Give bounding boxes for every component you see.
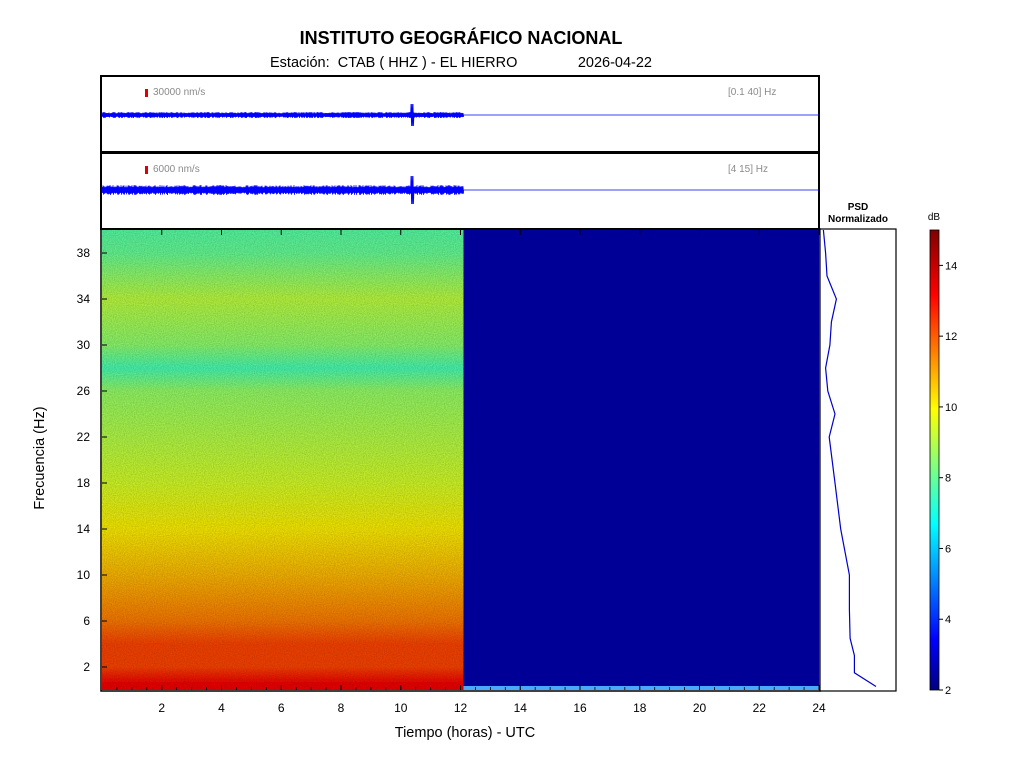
x-axis-label: Tiempo (horas) - UTC [394,725,536,741]
y-tick-label: 14 [77,522,91,536]
psd-title: PSD Normalizado [827,202,888,225]
colorbar-tick-label: 2 [945,685,951,697]
x-tick-label: 2 [158,701,165,715]
band-label-2: [4 15] Hz [728,164,769,175]
waveform-traces [101,103,819,205]
scale-label-1: 30000 nm/s [153,87,206,98]
y-tick-label: 2 [83,660,90,674]
spectrogram-data-region [102,230,464,690]
station-subtitle: Estación: CTAB ( HHZ ) - EL HIERRO 2026-… [0,55,922,71]
y-tick-label: 30 [77,338,91,352]
station-name: CTAB ( HHZ ) - EL HIERRO [337,55,518,71]
y-tick-label: 22 [77,430,91,444]
y-tick-label: 34 [77,292,91,306]
x-tick-label: 8 [338,701,345,715]
colorbar [929,229,940,691]
y-tick-label: 38 [77,246,91,260]
x-tick-label: 18 [633,701,647,715]
x-tick-label: 4 [218,701,225,715]
waveform-trace-broadband [101,103,819,127]
y-tick-label: 10 [77,568,91,582]
colorbar-tick-label: 6 [945,543,951,555]
colorbar-tick-label: 12 [945,331,957,343]
x-tick-label: 10 [394,701,408,715]
psd-panel [819,228,897,692]
scale-bar-2 [145,166,148,174]
psd-normalized-line [822,229,877,688]
colorbar-tick-label: 14 [945,260,957,272]
x-tick-label: 14 [514,701,528,715]
colorbar-tick-label: 8 [945,473,951,485]
x-tick-label: 16 [573,701,587,715]
spectrogram-low-freq-band [463,686,819,690]
x-tick-label: 12 [454,701,468,715]
colorbar-unit: dB [927,212,941,223]
station-label: Estación: [270,55,330,71]
y-tick-label: 6 [83,614,90,628]
x-tick-label: 24 [812,701,826,715]
page-title: INSTITUTO GEOGRÁFICO NACIONAL [299,28,623,48]
x-tick-label: 20 [693,701,707,715]
colorbar-tick-label: 4 [945,614,951,626]
waveform-trace-filtered [101,175,819,205]
spectrogram-no-data-region [463,230,819,690]
colorbar-tick-label: 10 [945,402,957,414]
scale-label-2: 6000 nm/s [153,164,200,175]
y-tick-label: 18 [77,476,91,490]
scale-bar-1 [145,89,148,97]
x-tick-label: 22 [753,701,767,715]
x-axis-ticks: 2 4 6 8 10 12 14 16 18 20 22 24 [116,230,826,715]
station-date: 2026-04-22 [577,55,652,71]
band-label-1: [0.1 40] Hz [728,87,777,98]
y-tick-label: 26 [77,384,91,398]
x-tick-label: 6 [278,701,285,715]
colorbar-ticks: 2 4 6 8 10 12 14 [939,260,957,697]
